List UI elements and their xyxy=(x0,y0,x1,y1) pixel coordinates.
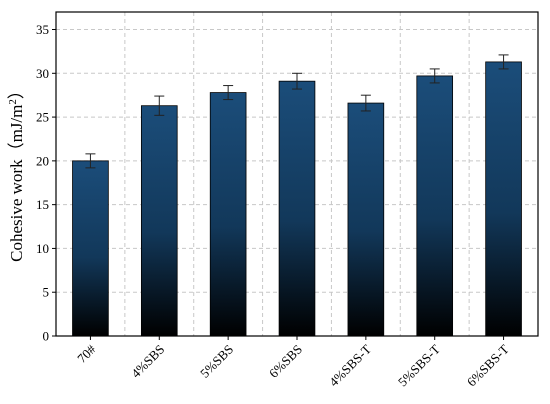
x-tick-label: 5%SBS-T xyxy=(395,341,443,389)
bar xyxy=(209,92,247,337)
x-axis-ticks: 70# 4%SBS 5%SBS 6%SBS 4%SBS-T 5%SBS-T 6%SBS-T xyxy=(74,336,512,389)
y-tick-label: 15 xyxy=(36,197,49,212)
y-tick-label: 30 xyxy=(36,66,49,81)
y-tick-label: 0 xyxy=(43,329,50,344)
bar xyxy=(485,61,522,337)
x-tick-label: 70# xyxy=(74,341,99,366)
bars xyxy=(72,61,522,337)
y-tick-label: 5 xyxy=(43,285,50,300)
y-tick-label: 35 xyxy=(36,22,49,37)
y-axis-title: Cohesive work（mJ/m2） xyxy=(7,82,26,262)
y-tick-label: 25 xyxy=(36,110,49,125)
x-tick-label: 6%SBS-T xyxy=(464,341,512,389)
x-tick-label: 6%SBS xyxy=(266,342,305,381)
x-tick-label: 4%SBS xyxy=(128,342,167,381)
y-axis-ticks: 0 5 10 15 20 25 30 35 xyxy=(36,22,56,344)
y-tick-label: 10 xyxy=(36,241,49,256)
y-tick-label: 20 xyxy=(36,153,49,168)
bar xyxy=(140,105,178,337)
bar xyxy=(347,102,385,337)
bar xyxy=(416,75,454,337)
error-bars xyxy=(85,54,509,169)
bar xyxy=(278,80,316,337)
x-tick-label: 4%SBS-T xyxy=(326,341,374,389)
bar xyxy=(72,160,109,337)
x-tick-label: 5%SBS xyxy=(197,342,236,381)
